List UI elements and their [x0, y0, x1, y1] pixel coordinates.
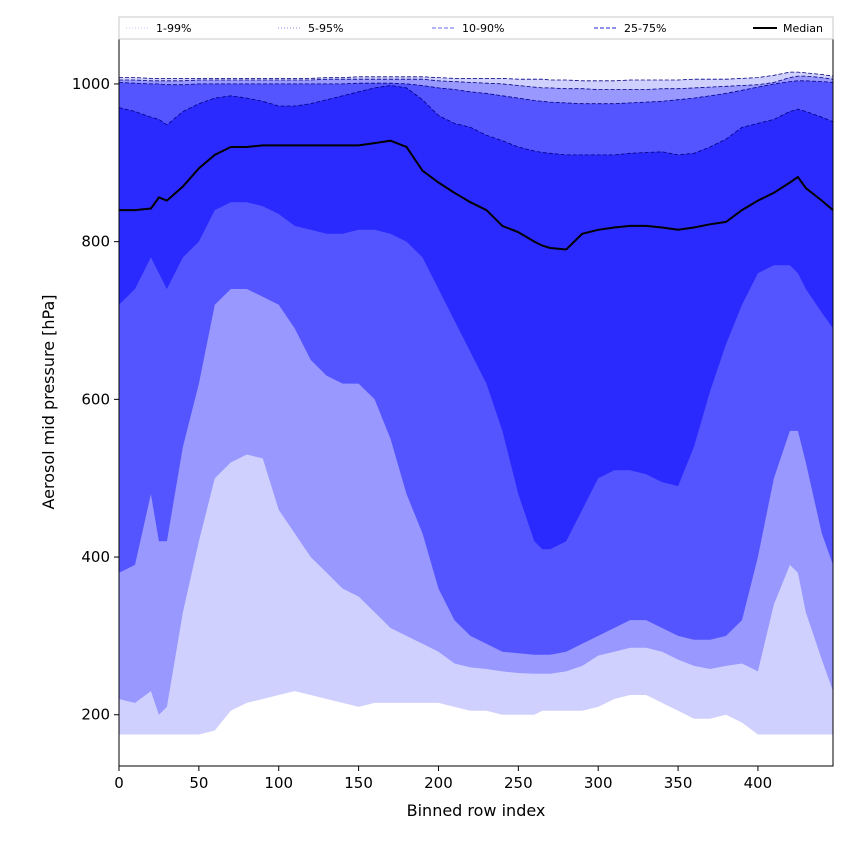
y-tick-label: 400: [81, 548, 110, 566]
x-tick-label: 400: [744, 774, 773, 792]
legend-label-25-75pct: 25-75%: [624, 22, 666, 35]
band-edge-25-75pct: [118, 85, 834, 156]
x-tick-label: 0: [114, 774, 124, 792]
x-tick-label: 100: [264, 774, 293, 792]
band-edge-10-90pct: [118, 80, 834, 105]
legend-label-5-95pct: 5-95%: [308, 22, 343, 35]
x-tick-label: 250: [504, 774, 533, 792]
band-edge-1-99pct: [119, 71, 834, 82]
legend: 1-99% 5-95% 10-90% 25-75% Median: [118, 16, 834, 40]
legend-label-10-90pct: 10-90%: [462, 22, 504, 35]
x-axis-label: Binned row index: [407, 801, 546, 820]
median-line: [119, 139, 834, 251]
y-tick-label: 1000: [72, 75, 110, 93]
legend-frame: [118, 16, 834, 40]
band-25-75pct: [119, 85, 833, 550]
y-axis-label: Aerosol mid pressure [hPa]: [39, 294, 58, 509]
x-tick-label: 50: [189, 774, 208, 792]
y-tick-label: 200: [81, 706, 110, 724]
y-tick-label: 600: [81, 390, 110, 408]
x-tick-label: 150: [344, 774, 373, 792]
legend-label-median: Median: [783, 22, 823, 35]
legend-label-1-99pct: 1-99%: [156, 22, 191, 35]
band-edge-5-95pct: [119, 75, 834, 90]
x-tick-label: 200: [424, 774, 453, 792]
y-axis: 200 400 600 800 1000: [72, 75, 119, 724]
x-axis: 0 50 100 150 200 250 300 350 400: [114, 766, 772, 792]
x-tick-label: 350: [664, 774, 693, 792]
y-tick-label: 800: [81, 233, 110, 251]
plot-area: [118, 71, 834, 735]
x-tick-label: 300: [584, 774, 613, 792]
